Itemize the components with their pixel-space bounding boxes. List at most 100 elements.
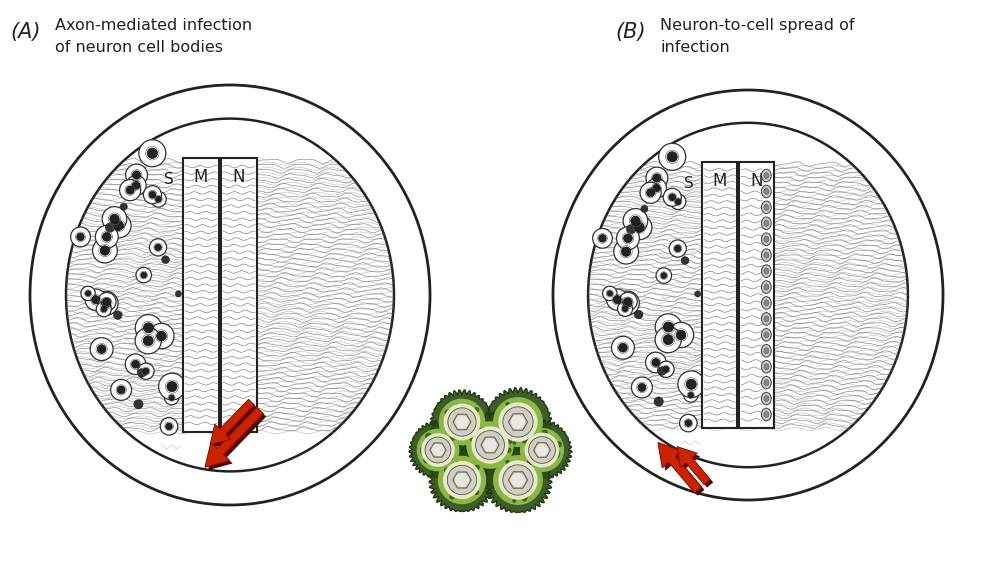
Bar bbox=[702, 161, 737, 429]
Circle shape bbox=[433, 446, 437, 449]
Circle shape bbox=[117, 386, 126, 394]
Circle shape bbox=[655, 314, 681, 340]
Circle shape bbox=[515, 477, 521, 483]
Circle shape bbox=[98, 293, 116, 311]
Circle shape bbox=[444, 467, 450, 473]
Text: N: N bbox=[232, 168, 245, 186]
Circle shape bbox=[641, 205, 648, 213]
Polygon shape bbox=[409, 420, 467, 478]
Circle shape bbox=[102, 207, 127, 231]
Circle shape bbox=[142, 368, 149, 374]
Polygon shape bbox=[511, 416, 524, 429]
Circle shape bbox=[450, 419, 453, 423]
FancyArrow shape bbox=[658, 442, 701, 492]
Ellipse shape bbox=[764, 268, 768, 274]
Circle shape bbox=[681, 256, 689, 264]
Circle shape bbox=[137, 369, 146, 377]
Polygon shape bbox=[502, 407, 533, 437]
Circle shape bbox=[127, 186, 135, 194]
Circle shape bbox=[670, 240, 686, 257]
Circle shape bbox=[92, 295, 100, 304]
Circle shape bbox=[436, 448, 443, 454]
FancyArrow shape bbox=[661, 446, 704, 496]
Polygon shape bbox=[425, 437, 451, 463]
Ellipse shape bbox=[764, 411, 768, 418]
Circle shape bbox=[489, 442, 494, 447]
Circle shape bbox=[70, 227, 90, 247]
Circle shape bbox=[475, 465, 480, 470]
Ellipse shape bbox=[66, 119, 394, 471]
Polygon shape bbox=[534, 443, 551, 457]
Circle shape bbox=[114, 310, 123, 320]
Circle shape bbox=[526, 476, 531, 482]
Circle shape bbox=[101, 306, 107, 312]
Circle shape bbox=[140, 272, 146, 278]
Circle shape bbox=[508, 410, 515, 416]
Circle shape bbox=[506, 448, 511, 453]
Circle shape bbox=[654, 397, 664, 406]
Circle shape bbox=[505, 460, 509, 464]
Circle shape bbox=[457, 488, 461, 492]
Circle shape bbox=[614, 239, 639, 264]
Text: infection: infection bbox=[660, 40, 730, 55]
Circle shape bbox=[164, 391, 179, 405]
Circle shape bbox=[516, 472, 523, 479]
Circle shape bbox=[526, 452, 530, 456]
Circle shape bbox=[482, 454, 486, 458]
Circle shape bbox=[535, 446, 542, 453]
Polygon shape bbox=[494, 398, 542, 446]
Circle shape bbox=[513, 483, 517, 488]
Circle shape bbox=[471, 433, 477, 439]
Circle shape bbox=[624, 298, 632, 305]
Circle shape bbox=[468, 421, 475, 427]
Text: M: M bbox=[194, 168, 209, 186]
Polygon shape bbox=[422, 434, 454, 466]
Circle shape bbox=[663, 366, 670, 372]
Ellipse shape bbox=[764, 188, 768, 195]
Circle shape bbox=[516, 478, 519, 482]
Circle shape bbox=[456, 422, 462, 428]
Ellipse shape bbox=[762, 344, 771, 357]
Circle shape bbox=[473, 431, 479, 437]
Circle shape bbox=[427, 444, 433, 450]
Text: M: M bbox=[712, 172, 727, 190]
Circle shape bbox=[483, 431, 489, 436]
Circle shape bbox=[90, 338, 113, 361]
Circle shape bbox=[453, 474, 457, 478]
Text: S: S bbox=[164, 172, 174, 187]
FancyArrow shape bbox=[214, 403, 257, 448]
Ellipse shape bbox=[762, 217, 771, 230]
Polygon shape bbox=[520, 429, 564, 471]
Circle shape bbox=[550, 460, 553, 463]
Circle shape bbox=[103, 233, 111, 241]
Circle shape bbox=[646, 167, 668, 189]
Polygon shape bbox=[429, 446, 494, 511]
Circle shape bbox=[485, 447, 489, 450]
Circle shape bbox=[127, 175, 146, 195]
Circle shape bbox=[676, 330, 685, 340]
Circle shape bbox=[167, 381, 177, 392]
Circle shape bbox=[156, 331, 166, 341]
Circle shape bbox=[647, 178, 667, 198]
Ellipse shape bbox=[762, 376, 771, 389]
Polygon shape bbox=[499, 403, 537, 441]
Circle shape bbox=[634, 310, 643, 319]
Text: S: S bbox=[683, 176, 693, 191]
Circle shape bbox=[126, 354, 145, 374]
Circle shape bbox=[149, 191, 156, 198]
Circle shape bbox=[95, 225, 119, 248]
Circle shape bbox=[515, 478, 518, 481]
Ellipse shape bbox=[762, 392, 771, 405]
Circle shape bbox=[635, 222, 644, 232]
Circle shape bbox=[438, 454, 444, 460]
Circle shape bbox=[685, 420, 691, 426]
Circle shape bbox=[456, 477, 460, 481]
Circle shape bbox=[640, 182, 662, 203]
Polygon shape bbox=[484, 446, 552, 513]
Circle shape bbox=[619, 292, 637, 310]
Polygon shape bbox=[448, 408, 476, 436]
Circle shape bbox=[137, 363, 154, 380]
Circle shape bbox=[143, 185, 161, 204]
FancyArrow shape bbox=[208, 410, 266, 470]
Circle shape bbox=[455, 420, 462, 427]
